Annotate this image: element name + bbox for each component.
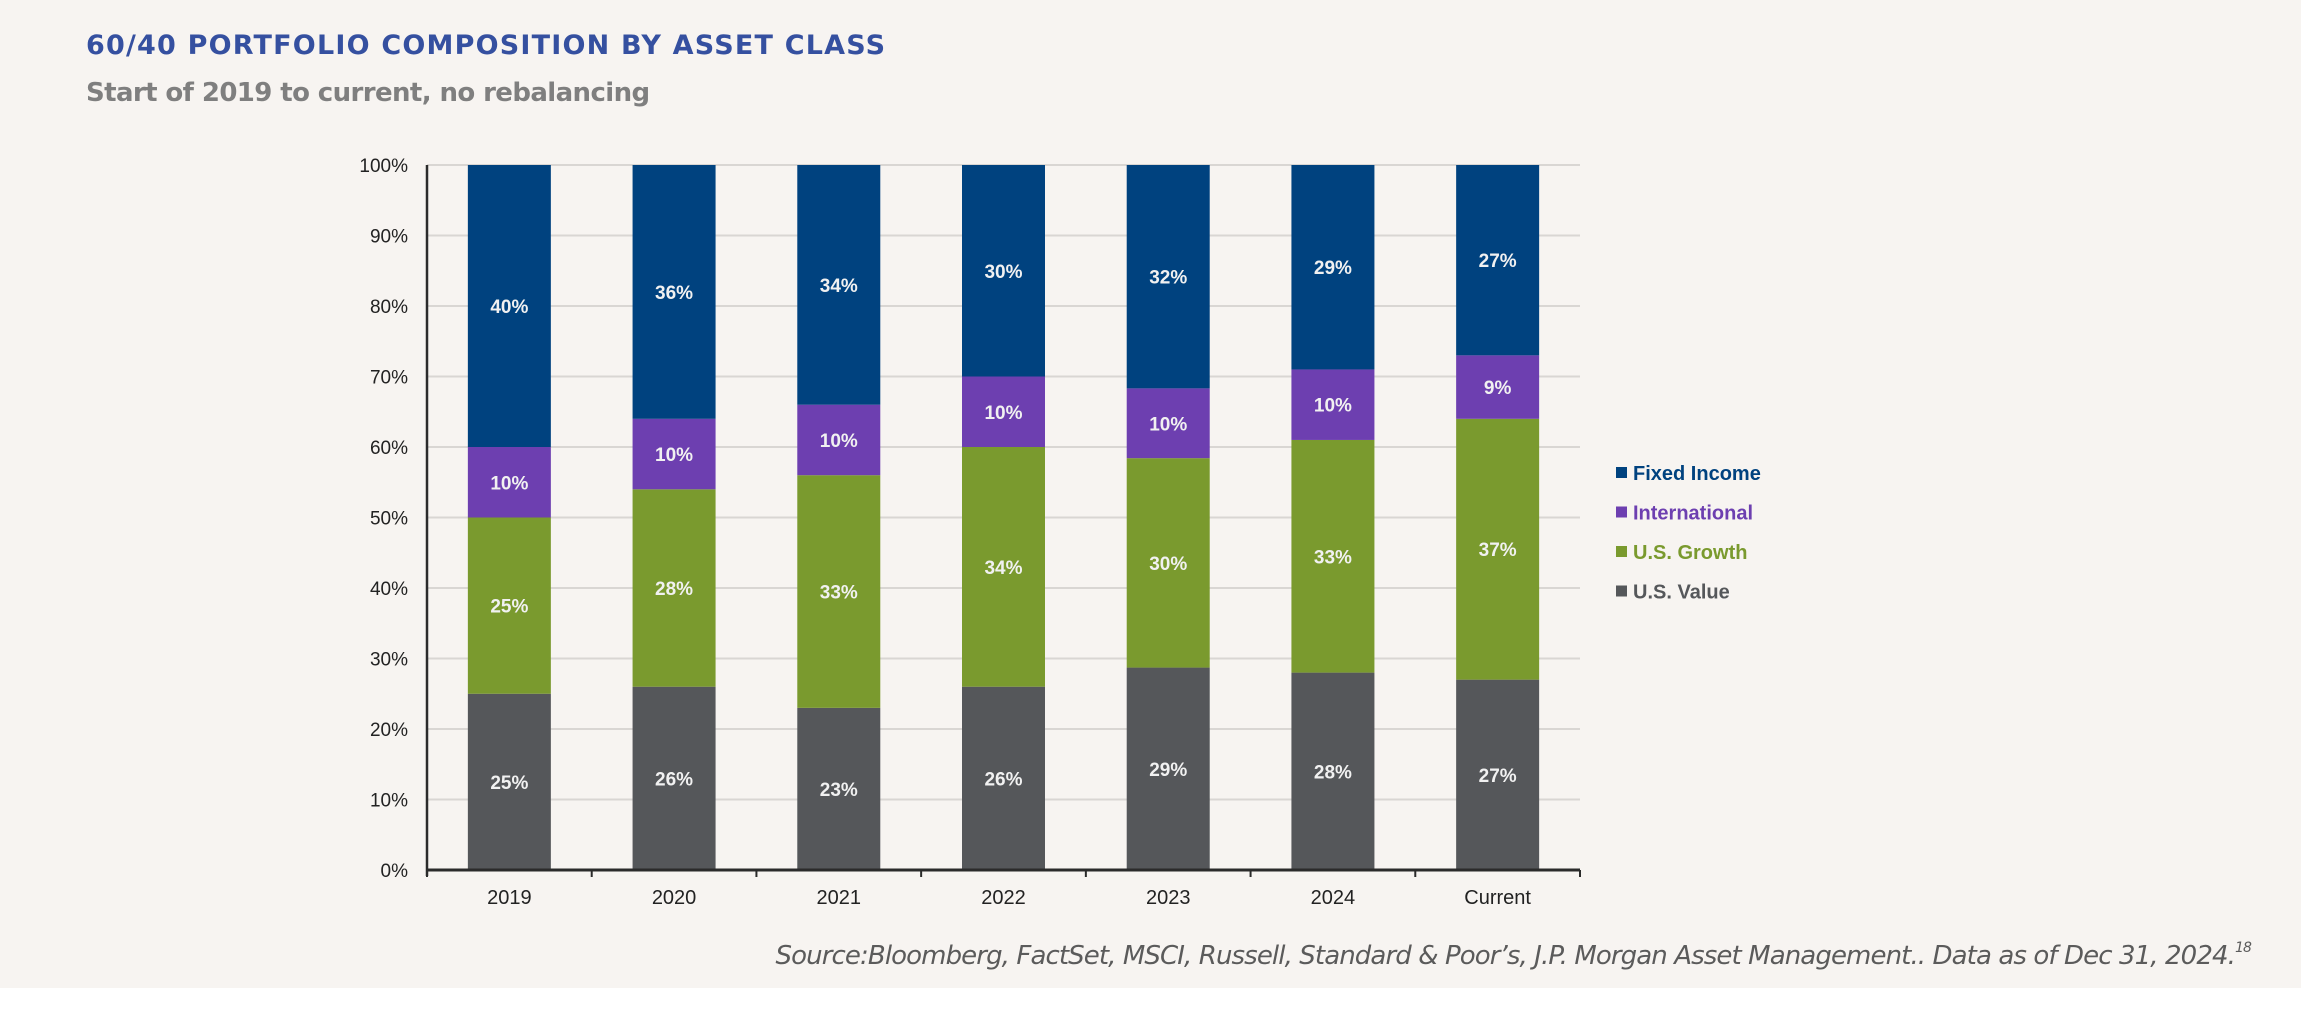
bar-segment-fixed-income [797, 165, 881, 405]
bar-segment-u-s-value [467, 693, 551, 870]
bar-segment-international [797, 404, 881, 476]
bars [467, 165, 1540, 870]
legend-label: International [1633, 503, 1753, 525]
y-tick-label: 0% [381, 861, 409, 882]
legend-item: Fixed Income [1616, 463, 1761, 485]
segment-value-label: 26% [655, 769, 693, 790]
legend-label: Fixed Income [1633, 463, 1761, 485]
segment-value-label: 9% [1484, 378, 1512, 399]
bar-segment-u-s-growth [962, 447, 1045, 687]
legend-label: U.S. Value [1633, 582, 1730, 604]
legend-item: International [1616, 503, 1753, 525]
bar-segment-u-s-growth [1456, 418, 1540, 680]
segment-value-label: 33% [1314, 547, 1352, 568]
segment-value-label: 32% [1149, 268, 1187, 289]
segment-value-label: 29% [1149, 760, 1187, 781]
bar-segment-u-s-growth [797, 475, 881, 708]
x-tick-label: 2020 [652, 887, 697, 909]
y-tick-label: 60% [370, 438, 408, 459]
y-tick-label: 90% [370, 227, 408, 248]
legend-swatch [1616, 506, 1627, 518]
segment-value-label: 25% [490, 597, 528, 618]
bar-segment-international [1291, 369, 1375, 440]
y-tick-label: 10% [370, 791, 408, 812]
bar-segment-international [962, 376, 1045, 447]
y-tick-label: 100% [359, 156, 408, 177]
legend-swatch [1616, 585, 1627, 597]
legend-item: U.S. Value [1616, 582, 1730, 604]
segment-value-label: 29% [1314, 258, 1352, 279]
segment-value-label: 36% [655, 283, 693, 304]
x-tick-label: 2023 [1146, 887, 1191, 909]
x-tick-label: 2021 [817, 887, 862, 909]
y-tick-label: 50% [370, 509, 408, 530]
bar-segment-u-s-value [1291, 672, 1375, 870]
bar-segment-u-s-growth [1126, 458, 1210, 668]
segment-value-label: 30% [1149, 554, 1187, 575]
bar-segment-fixed-income [632, 165, 716, 419]
legend-swatch [1616, 467, 1627, 478]
source-note: Source:Bloomberg, FactSet, MSCI, Russell… [775, 940, 2252, 971]
segment-value-label: 28% [1314, 762, 1352, 783]
segment-value-label: 10% [820, 431, 858, 452]
segment-value-label: 10% [655, 445, 693, 466]
bar-segment-u-s-growth [1291, 439, 1375, 673]
y-tick-label: 20% [370, 720, 408, 741]
y-tick-label: 70% [370, 368, 408, 389]
bar-segment-u-s-growth [632, 489, 716, 687]
chart-title: 60/40 PORTFOLIO COMPOSITION BY ASSET CLA… [86, 30, 887, 61]
bar-segment-fixed-income [467, 165, 551, 447]
x-tick-label: 2019 [487, 887, 532, 909]
segment-value-label: 23% [820, 780, 858, 801]
bar-segment-u-s-value [632, 686, 716, 870]
segment-value-label: 10% [984, 403, 1022, 424]
axes [425, 165, 1581, 877]
segment-value-label: 33% [820, 583, 858, 604]
x-axis-tick-labels: 2019 2020 2021 2022 2023 2024 Current [487, 887, 1531, 909]
bar-segment-international [1456, 355, 1540, 419]
bar-segment-international [467, 447, 551, 518]
y-tick-label: 30% [370, 650, 408, 671]
bar-segment-fixed-income [1126, 165, 1210, 389]
segment-value-label: 40% [490, 297, 528, 318]
bar-segment-fixed-income [962, 165, 1045, 377]
x-tick-label: 2022 [981, 887, 1026, 909]
legend-item: U.S. Growth [1616, 542, 1747, 564]
segment-value-label: 27% [1479, 766, 1517, 787]
segment-value-label: 28% [655, 579, 693, 600]
segment-value-label: 10% [1314, 396, 1352, 417]
segment-value-label: 34% [984, 558, 1022, 579]
source-text: Source:Bloomberg, FactSet, MSCI, Russell… [775, 941, 2236, 971]
segment-value-label: 25% [490, 773, 528, 794]
segment-value-label: 26% [984, 769, 1022, 790]
bar-segment-u-s-value [1126, 667, 1210, 870]
chart-subtitle: Start of 2019 to current, no rebalancing [86, 78, 650, 108]
legend-swatch [1616, 546, 1627, 557]
bar-segment-u-s-growth [467, 517, 551, 694]
segment-value-label: 37% [1479, 540, 1517, 561]
y-tick-label: 80% [370, 297, 408, 318]
segment-data-labels: 25% 25% 10% 40% 26% 28% 10% 36% 23% 33% 10% 34% 26% 3… [490, 251, 1516, 801]
y-tick-label: 40% [370, 579, 408, 600]
bar-segment-international [1126, 388, 1210, 459]
segment-value-label: 10% [490, 473, 528, 494]
legend-label: U.S. Growth [1633, 542, 1747, 564]
legend: Fixed Income International U.S. Growth U.S.… [1616, 463, 1761, 604]
segment-value-label: 10% [1149, 414, 1187, 435]
segment-value-label: 27% [1479, 251, 1517, 272]
bar-segment-fixed-income [1456, 165, 1540, 356]
bar-segment-u-s-value [1456, 679, 1540, 870]
chart-panel: 60/40 PORTFOLIO COMPOSITION BY ASSET CLA… [0, 0, 2301, 988]
bar-segment-u-s-value [797, 707, 881, 870]
segment-value-label: 30% [984, 262, 1022, 283]
x-tick-label: Current [1464, 887, 1531, 909]
bar-segment-fixed-income [1291, 165, 1375, 370]
stacked-bar-chart: 0%10%20%30%40%50%60%70%80%90%100% 2019 20… [359, 156, 1761, 909]
x-tick-label: 2024 [1311, 887, 1356, 909]
bar-segment-u-s-value [962, 686, 1045, 870]
bar-segment-international [632, 418, 716, 490]
y-axis-tick-labels: 0% 10% 20% 30% 40% 50% 60% 70% 80% 90% 100% [359, 156, 408, 882]
footnote-reference: 18 [2234, 940, 2252, 956]
segment-value-label: 34% [820, 276, 858, 297]
